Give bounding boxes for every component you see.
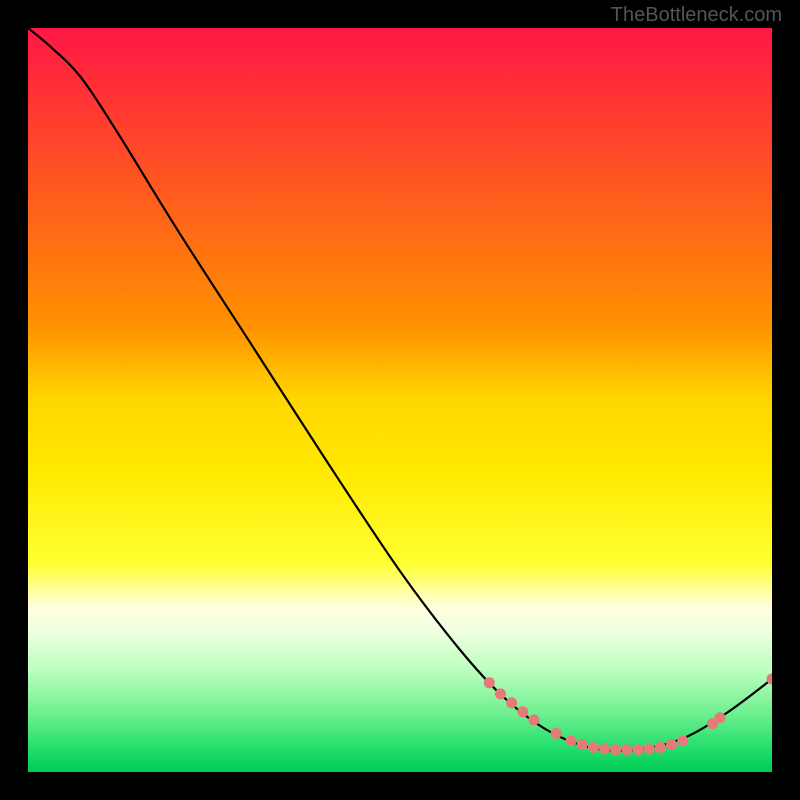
chart-plot-area <box>28 28 772 772</box>
bottleneck-curve-chart <box>28 28 772 772</box>
watermark-text: TheBottleneck.com <box>611 4 782 27</box>
